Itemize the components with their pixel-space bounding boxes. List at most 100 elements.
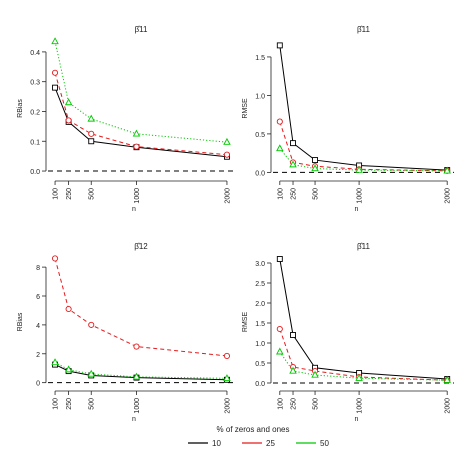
x-axis-label: n (132, 416, 136, 423)
point-circle-25 (223, 352, 231, 359)
point-triangle-50 (311, 164, 319, 172)
y-tick-label: 1.5 (255, 55, 265, 62)
point-triangle-50 (443, 166, 451, 174)
y-tick-label: 1.0 (255, 341, 265, 348)
x-tick-label: 1000 (357, 398, 364, 414)
point-square-10 (276, 42, 283, 49)
x-tick-label: 500 (313, 398, 320, 410)
y-tick-label: 6 (36, 294, 40, 301)
x-tick-label: 2000 (224, 188, 231, 204)
y-axis-label: RMSE (242, 312, 249, 333)
point-triangle-50 (355, 165, 363, 173)
x-axis-label: n (355, 206, 359, 213)
x-tick-label: 100 (53, 188, 60, 200)
point-circle-25 (65, 117, 72, 124)
x-tick-label: 2000 (224, 398, 231, 414)
point-triangle-50 (132, 372, 141, 380)
legend-label-50: 50 (320, 439, 329, 448)
y-tick-label: 0.3 (30, 80, 40, 87)
series-line-50 (54, 362, 227, 379)
y-tick-label: 2 (36, 352, 40, 359)
x-tick-label: 1000 (134, 188, 141, 204)
point-square-10 (312, 157, 318, 164)
point-square-10 (290, 140, 296, 147)
point-triangle-50 (289, 160, 297, 168)
point-circle-25 (133, 143, 140, 150)
series-line-10 (279, 258, 448, 380)
point-triangle-50 (51, 37, 59, 45)
panel-title: β̂11 (357, 25, 370, 34)
y-tick-label: 2.5 (255, 281, 265, 288)
panel-4: β̂11 0.0 0.5 1.0 1.5 2.0 2.5 3.0 RMSE 100 250 500 10… (242, 242, 454, 423)
point-circle-25 (51, 69, 59, 76)
x-axis-label: n (132, 206, 136, 213)
y-tick-label: 1.5 (255, 321, 265, 328)
point-triangle-50 (64, 365, 73, 373)
y-axis-label: RBias (17, 312, 24, 331)
series-line-25 (54, 72, 227, 156)
series-line-10 (54, 364, 227, 381)
series-line-25 (279, 328, 448, 381)
x-tick-label: 250 (291, 398, 298, 410)
legend: % of zeros and ones 10 25 (188, 425, 329, 448)
x-tick-label: 1000 (357, 188, 364, 204)
point-triangle-50 (51, 358, 59, 366)
point-circle-25 (65, 305, 72, 313)
point-circle-25 (133, 343, 140, 350)
panel-title: β̂11 (357, 242, 370, 251)
x-tick-label: 500 (89, 398, 96, 410)
x-tick-label: 500 (89, 188, 96, 200)
point-triangle-50 (223, 374, 231, 381)
point-triangle-50 (64, 98, 73, 106)
point-triangle-50 (87, 114, 95, 122)
x-tick-label: 250 (66, 398, 73, 410)
series-line-25 (279, 121, 448, 172)
y-tick-label: 0.1 (30, 139, 40, 146)
legend-label-10: 10 (212, 439, 221, 448)
series-line-50 (54, 41, 227, 143)
y-tick-label: 0.5 (255, 361, 265, 368)
point-triangle-50 (87, 369, 95, 377)
x-tick-label: 100 (277, 188, 284, 200)
y-tick-label: 0.0 (30, 169, 40, 176)
y-tick-label: 4 (36, 323, 40, 330)
series-line-10 (279, 45, 448, 171)
series-line-25 (54, 258, 228, 357)
point-circle-25 (276, 325, 283, 333)
y-tick-label: 0.0 (255, 381, 265, 388)
x-tick-label: 2000 (445, 398, 452, 414)
y-tick-label: 3.0 (255, 261, 265, 268)
point-square-10 (52, 84, 58, 91)
point-triangle-50 (276, 144, 284, 152)
point-triangle-50 (289, 366, 297, 374)
panel-title: β̂11 (135, 25, 148, 34)
panel-title: β̂12 (134, 242, 148, 251)
point-triangle-50 (311, 370, 319, 378)
point-circle-25 (88, 321, 95, 328)
y-tick-label: 8 (36, 265, 40, 272)
y-axis-label: RBias (17, 99, 24, 118)
series-line-50 (279, 351, 448, 381)
x-axis-label: n (355, 416, 359, 423)
point-circle-25 (88, 130, 95, 137)
y-tick-label: 0.4 (30, 50, 40, 57)
point-triangle-50 (132, 129, 141, 137)
y-tick-label: 1.0 (255, 93, 265, 100)
point-square-10 (290, 332, 296, 338)
legend-title: % of zeros and ones (217, 425, 290, 434)
x-tick-label: 100 (277, 398, 284, 410)
x-tick-label: 2000 (445, 188, 452, 204)
x-tick-label: 250 (66, 188, 73, 200)
point-square-10 (88, 138, 95, 145)
point-triangle-50 (355, 373, 363, 381)
series-line-10 (54, 87, 228, 158)
y-tick-label: 0 (36, 381, 40, 388)
point-triangle-50 (443, 375, 451, 383)
legend-label-25: 25 (266, 439, 275, 448)
series-line-50 (279, 148, 448, 172)
point-triangle-50 (223, 137, 231, 145)
point-circle-25 (276, 118, 283, 125)
y-axis-label: RMSE (242, 98, 249, 119)
